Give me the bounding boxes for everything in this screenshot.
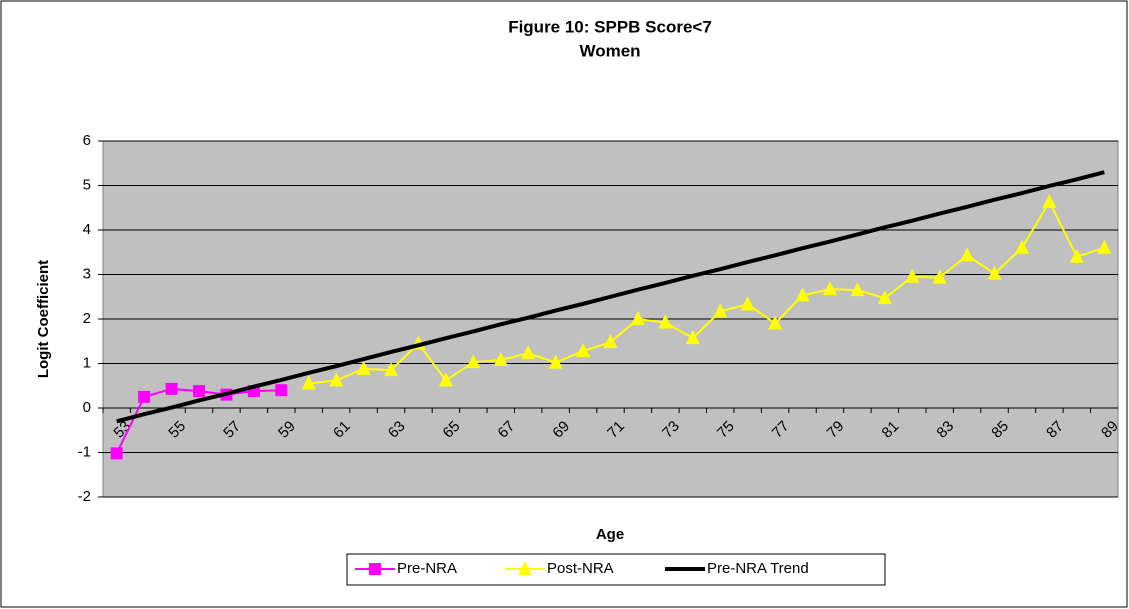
y-tick-label: -1 [78,443,91,460]
marker [110,447,123,460]
series-line [116,170,1105,424]
marker [603,334,618,349]
marker [1097,239,1112,254]
marker [658,314,673,329]
y-tick-label: 5 [83,176,91,193]
marker [576,343,591,358]
legend-marker [369,563,381,575]
marker [630,311,645,325]
marker [1069,248,1084,263]
marker [493,351,508,366]
y-tick-label: 4 [83,221,91,238]
legend-label: Pre-NRA [397,560,457,577]
marker [384,362,399,377]
marker [932,269,947,284]
marker [275,384,288,397]
legend-marker [518,561,532,575]
marker [713,303,728,318]
marker [850,282,865,297]
marker [466,354,481,369]
y-tick-label: 6 [83,132,91,149]
marker [138,390,151,403]
marker [905,268,920,283]
marker [521,345,536,360]
marker [1042,193,1057,208]
marker [685,330,700,345]
marker [193,385,206,398]
chart-subtitle: Women [579,41,640,60]
legend-label: Pre-NRA Trend [707,560,809,577]
marker [822,281,837,296]
x-axis-label: Age [596,526,624,543]
marker [987,265,1002,280]
marker [329,372,344,387]
y-tick-label: 3 [83,265,91,282]
marker [795,287,810,302]
marker [301,375,316,390]
marker [740,296,755,311]
marker [548,354,563,369]
marker [247,385,260,398]
marker [356,360,371,375]
marker [877,290,892,305]
y-axis-label: Logit Coefficient [35,260,52,378]
y-tick-label: 0 [83,399,91,416]
chart-title: Figure 10: SPPB Score<7 [508,17,712,36]
y-tick-label: -2 [78,488,91,505]
marker [1014,239,1029,254]
marker [165,382,178,395]
y-tick-label: 1 [83,354,91,371]
legend-box [346,553,886,586]
marker [960,247,975,262]
marker [438,372,453,387]
y-tick-label: 2 [83,310,91,327]
legend-label: Post-NRA [547,560,614,577]
marker [768,315,783,330]
